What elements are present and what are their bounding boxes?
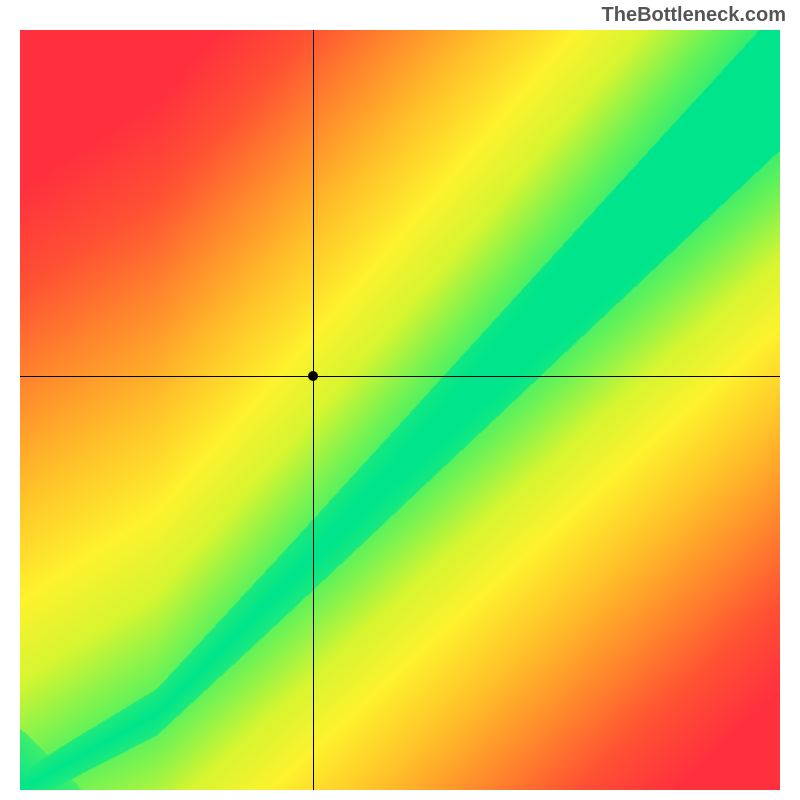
heatmap-canvas [20, 30, 780, 790]
watermark-text: TheBottleneck.com [602, 4, 786, 27]
crosshair-point [308, 371, 318, 381]
crosshair-horizontal [20, 376, 780, 377]
heatmap-plot [20, 30, 780, 790]
crosshair-vertical [313, 30, 314, 790]
